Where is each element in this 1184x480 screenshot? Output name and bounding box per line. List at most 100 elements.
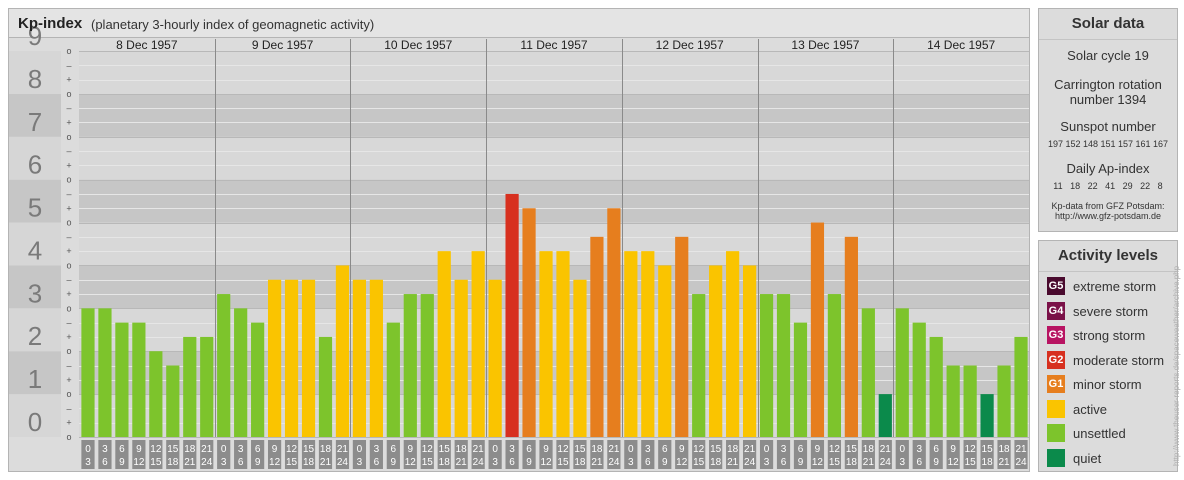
- kp-bar: [742, 265, 757, 437]
- interval-cell: [658, 440, 672, 469]
- interval-end-label: 18: [574, 457, 586, 468]
- interval-end-label: 3: [492, 457, 498, 468]
- interval-cell: [742, 440, 757, 469]
- interval-end-label: 6: [781, 457, 787, 468]
- sub-tick-label: +: [66, 203, 71, 213]
- interval-cell: [166, 440, 180, 469]
- interval-cell: [912, 440, 926, 469]
- sub-tick-label: o: [66, 218, 71, 228]
- kp-index-panel: 0 1 2 3 4 5 6 7 8 9 o + – o + – o + – o + – o + – o + – o + – o + – o + – o 8 …: [8, 8, 1030, 472]
- solar-data-title: Solar data: [1039, 9, 1177, 40]
- interval-cell: [403, 440, 417, 469]
- legend-swatch: G4: [1047, 301, 1065, 320]
- interval-start-label: 18: [863, 444, 875, 455]
- sub-tick-label: –: [66, 146, 71, 156]
- interval-cell: [251, 440, 265, 469]
- interval-end-label: 3: [357, 457, 363, 468]
- interval-start-label: 18: [320, 444, 332, 455]
- kp-bar: [267, 279, 282, 437]
- interval-end-label: 24: [201, 457, 213, 468]
- interval-cell: [980, 440, 994, 469]
- sub-tick-label: +: [66, 375, 71, 385]
- y-label-band: [9, 93, 61, 137]
- interval-start-label: 12: [422, 444, 434, 455]
- interval-start-label: 12: [286, 444, 298, 455]
- interval-end-label: 9: [526, 457, 532, 468]
- interval-start-label: 0: [85, 444, 91, 455]
- interval-end-label: 21: [727, 457, 739, 468]
- kp-bar: [301, 279, 316, 437]
- interval-cell: [200, 440, 214, 469]
- interval-end-label: 18: [439, 457, 451, 468]
- kp-bar: [488, 279, 502, 437]
- interval-start-label: 9: [272, 444, 278, 455]
- interval-end-label: 21: [591, 457, 603, 468]
- interval-start-label: 12: [150, 444, 162, 455]
- interval-end-label: 3: [221, 457, 227, 468]
- kp-bar: [420, 294, 434, 437]
- kp-bar: [471, 251, 485, 437]
- interval-start-label: 0: [221, 444, 227, 455]
- legend-label: severe storm: [1073, 303, 1149, 319]
- interval-end-label: 12: [948, 457, 960, 468]
- day-label: 13 Dec 1957: [791, 38, 859, 52]
- y-axis-label: 4: [28, 235, 42, 265]
- interval-cell: [301, 440, 316, 469]
- legend-swatch: [1047, 448, 1065, 467]
- interval-start-label: 15: [710, 444, 722, 455]
- interval-cell: [963, 440, 977, 469]
- source-link[interactable]: http://www.gfz-potsdam.de: [1054, 211, 1162, 221]
- interval-start-label: 21: [1015, 444, 1027, 455]
- interval-start-label: 15: [167, 444, 179, 455]
- kp-bar: [726, 251, 740, 437]
- source-line-1: Kp-data from GFZ Potsdam:: [1051, 201, 1165, 211]
- sub-tick-label: –: [66, 232, 71, 242]
- interval-end-label: 18: [982, 457, 994, 468]
- y-axis-label: 5: [28, 193, 42, 223]
- interval-end-label: 15: [422, 457, 434, 468]
- kp-bar: [878, 394, 892, 437]
- kp-bar: [912, 322, 926, 437]
- kp-bar: [980, 394, 994, 437]
- y-label-band: [9, 265, 61, 309]
- interval-cell: [878, 440, 892, 469]
- interval-end-label: 15: [965, 457, 977, 468]
- interval-end-label: 6: [916, 457, 922, 468]
- interval-cell: [149, 440, 163, 469]
- sub-tick-label: –: [66, 60, 71, 70]
- y-label-band: [9, 51, 61, 94]
- legend-swatch: G5: [1047, 277, 1065, 295]
- band-8: [79, 51, 1029, 94]
- interval-end-label: 18: [167, 457, 179, 468]
- interval-end-label: 15: [286, 457, 298, 468]
- kp-bar: [386, 322, 400, 437]
- sub-tick-label: –: [66, 403, 71, 413]
- sunspot-label: Sunspot number: [1060, 119, 1156, 134]
- band-4: [79, 222, 1029, 266]
- interval-end-label: 6: [102, 457, 108, 468]
- sub-tick-label: o: [66, 89, 71, 99]
- sub-tick-label: o: [66, 389, 71, 399]
- sub-tick-label: o: [66, 132, 71, 142]
- kp-bar: [200, 336, 214, 437]
- interval-start-label: 6: [933, 444, 939, 455]
- kp-bar: [403, 294, 417, 437]
- sub-tick-label: –: [66, 189, 71, 199]
- kp-bar: [81, 308, 95, 437]
- interval-end-label: 6: [238, 457, 244, 468]
- interval-cell: [81, 440, 95, 469]
- y-axis-label: 3: [28, 278, 42, 308]
- sub-tick-label: o: [66, 432, 71, 442]
- legend-swatch: G2: [1047, 350, 1065, 369]
- interval-end-label: 24: [880, 457, 892, 468]
- interval-start-label: 21: [473, 444, 485, 455]
- interval-start-label: 3: [374, 444, 380, 455]
- interval-cell: [844, 440, 858, 469]
- interval-start-label: 21: [337, 444, 349, 455]
- interval-cell: [115, 440, 129, 469]
- sub-tick-label: o: [66, 303, 71, 313]
- kp-bar: [522, 208, 536, 437]
- interval-start-label: 3: [781, 444, 787, 455]
- interval-cell: [352, 440, 367, 469]
- kp-bar: [929, 336, 943, 437]
